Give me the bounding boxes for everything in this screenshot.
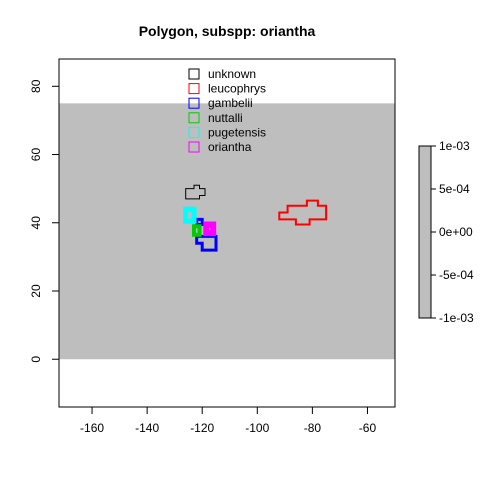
colorbar-tick-label: -5e-04 [439,268,474,282]
legend-swatch-gambelii [188,97,200,109]
legend-label-pugetensis: pugetensis [208,125,266,139]
legend-swatch-oriantha [188,141,200,153]
x-tick-label: -140 [135,421,159,435]
x-tick-label: -160 [80,421,104,435]
polygon-leucophrys [278,199,328,226]
y-tick-label: 20 [29,284,43,298]
legend-label-leucophrys: leucophrys [208,82,266,96]
colorbar-tick-label: 1e-03 [439,139,470,153]
legend-swatch-unknown [188,68,200,80]
x-axis: -160 -140 -120 -100 -80 -60 [80,406,377,435]
legend-label-unknown: unknown [208,67,256,81]
legend: unknownleucophrysgambeliinuttallipugeten… [188,67,266,154]
x-tick-label: -100 [245,421,269,435]
x-tick-label: -80 [304,421,322,435]
y-tick-label: 0 [29,356,43,363]
raster-cell [59,103,395,360]
colorbar-tick-label: 5e-04 [439,182,470,196]
polygon-pugetensis [183,206,197,224]
legend-label-oriantha: oriantha [208,140,252,154]
colorbar-bar [418,145,432,319]
legend-swatch-leucophrys [188,83,200,95]
polygon-oriantha [203,221,217,236]
x-tick-label: -120 [190,421,214,435]
background-raster-layer [59,103,395,360]
y-tick-label: 80 [29,79,43,93]
colorbar-tick-label: 0e+00 [439,225,473,239]
legend-swatch-pugetensis [188,126,200,138]
polygon-nuttalli [192,224,202,237]
y-tick-label: 40 [29,216,43,230]
polygon-unknown [185,184,206,200]
legend-swatch-nuttalli [188,112,200,124]
legend-label-gambelii: gambelii [208,96,253,110]
polygon-layer [183,184,328,252]
colorbar-tick-label: -1e-03 [439,311,474,325]
y-tick-label: 60 [29,148,43,162]
chart-title: Polygon, subspp: oriantha [139,23,316,39]
x-tick-label: -60 [359,421,377,435]
y-axis: 0 20 40 60 80 [29,79,60,363]
legend-label-nuttalli: nuttalli [208,111,243,125]
colorbar: 1e-03 5e-04 0e+00 -5e-04 -1e-03 [418,139,474,325]
